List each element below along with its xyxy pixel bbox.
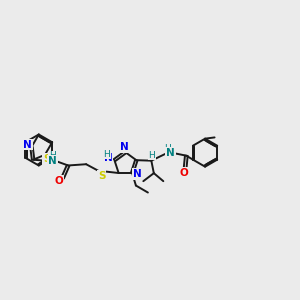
Text: N: N: [23, 140, 32, 150]
Text: O: O: [179, 168, 188, 178]
Text: H: H: [164, 144, 171, 153]
Text: N: N: [120, 142, 128, 152]
Text: H: H: [49, 152, 56, 160]
Text: O: O: [55, 176, 63, 186]
Text: S: S: [98, 171, 105, 181]
Text: N: N: [48, 156, 57, 166]
Text: N: N: [133, 169, 142, 179]
Text: S: S: [43, 154, 51, 164]
Text: H: H: [103, 150, 110, 159]
Text: N: N: [104, 153, 112, 163]
Text: H: H: [148, 151, 155, 160]
Text: N: N: [166, 148, 175, 158]
